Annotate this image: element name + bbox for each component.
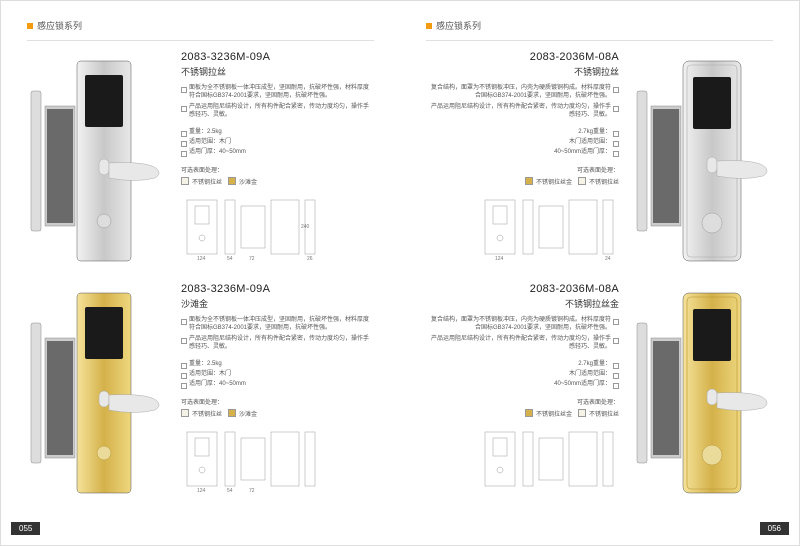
page-right: 感应锁系列: [400, 1, 799, 545]
model-number: 2083-2036M-08A: [530, 283, 619, 295]
desc-item: 产品运用阻尼结构设计，所有构件配合紧密，传动力度均匀，操作手感轻巧、灵敏。: [426, 103, 619, 120]
spec-thickness: 40~50mm适用门厚：: [554, 380, 619, 388]
svg-text:124: 124: [495, 256, 504, 262]
spec-door: 适用范围：木门: [181, 370, 374, 378]
spec-list: 2.7kg重量： 木门适用范围： 40~50mm适用门厚：: [554, 128, 619, 159]
spec-door: 木门适用范围：: [554, 138, 619, 146]
page-header: 感应锁系列: [27, 19, 374, 32]
svg-text:124: 124: [197, 488, 206, 494]
product-info: 2083-2036M-08A 不锈钢拉丝金 复合结构，面罩为不锈钢板冲压，内壳为…: [426, 283, 619, 503]
product-grid-right: 2083-2036M-08A 不锈钢拉丝 复合结构，面罩为不锈钢板冲压，内壳为硬…: [426, 51, 773, 515]
swatch-steel: 不锈钢拉丝: [578, 409, 619, 418]
page-left: 感应锁系列: [1, 1, 400, 545]
accent-square-icon: [426, 23, 432, 29]
swatch-heading: 可选表面处理：: [181, 397, 374, 406]
spec-weight: 重量：2.5kg: [181, 128, 374, 136]
product-grid-left: 2083-3236M-09A 不锈钢拉丝 面板为全不锈钢板一体冲压成型，坚固耐用…: [27, 51, 374, 515]
desc-item: 面板为全不锈钢板一体冲压成型，坚固耐用，抗破坏性强，材料厚度符合国标GB374-…: [181, 84, 374, 101]
swatch-gold: 沙滩金: [228, 409, 257, 418]
product-info: 2083-3236M-09A 沙滩金 面板为全不锈钢板一体冲压成型，坚固耐用，抗…: [181, 283, 374, 503]
technical-drawing: 124 24: [479, 194, 619, 264]
spec-door: 适用范围：木门: [181, 138, 374, 146]
swatch-gold: 不锈钢拉丝金: [525, 177, 572, 186]
svg-text:54: 54: [227, 256, 233, 262]
description-list: 复合结构，面罩为不锈钢板冲压，内壳为硬质镀铜构成。材料厚度符合国标GB374-2…: [426, 316, 619, 354]
swatch-heading: 可选表面处理：: [577, 165, 619, 174]
model-number: 2083-2036M-08A: [530, 51, 619, 63]
accent-square-icon: [27, 23, 33, 29]
swatch-gold: 沙滩金: [228, 177, 257, 186]
catalog-spread: 感应锁系列: [0, 0, 800, 546]
swatch-row: 不锈钢拉丝 沙滩金: [181, 177, 374, 186]
swatch-steel: 不锈钢拉丝: [578, 177, 619, 186]
spec-thickness: 适用门厚：40~50mm: [181, 148, 374, 156]
finish-name: 不锈钢拉丝金: [565, 297, 619, 310]
desc-item: 面板为全不锈钢板一体冲压成型，坚固耐用，抗破坏性强，材料厚度符合国标GB374-…: [181, 316, 374, 333]
model-number: 2083-3236M-09A: [181, 283, 374, 295]
swatch-row: 不锈钢拉丝 不锈钢拉丝金: [525, 409, 619, 418]
product-info: 2083-2036M-08A 不锈钢拉丝 复合结构，面罩为不锈钢板冲压，内壳为硬…: [426, 51, 619, 271]
swatch-row: 不锈钢拉丝 不锈钢拉丝金: [525, 177, 619, 186]
svg-text:124: 124: [197, 256, 206, 262]
product-image: [633, 51, 773, 271]
series-label: 感应锁系列: [37, 19, 82, 32]
spec-door: 木门适用范围：: [554, 370, 619, 378]
svg-text:24: 24: [605, 256, 611, 262]
spec-weight: 2.7kg重量：: [554, 128, 619, 136]
svg-text:72: 72: [249, 256, 255, 262]
page-number: 056: [760, 522, 789, 535]
spec-list: 重量：2.5kg 适用范围：木门 适用门厚：40~50mm: [181, 360, 374, 391]
spec-list: 2.7kg重量： 木门适用范围： 40~50mm适用门厚：: [554, 360, 619, 391]
spec-thickness: 适用门厚：40~50mm: [181, 380, 374, 388]
product-image: [633, 283, 773, 503]
svg-text:26: 26: [307, 256, 313, 262]
swatch-steel: 不锈钢拉丝: [181, 409, 222, 418]
product-card: 2083-3236M-09A 沙滩金 面板为全不锈钢板一体冲压成型，坚固耐用，抗…: [27, 283, 374, 503]
swatch-gold: 不锈钢拉丝金: [525, 409, 572, 418]
desc-item: 产品运用阻尼结构设计，所有构件配合紧密，传动力度均匀，操作手感轻巧、灵敏。: [181, 103, 374, 120]
product-card: 2083-3236M-09A 不锈钢拉丝 面板为全不锈钢板一体冲压成型，坚固耐用…: [27, 51, 374, 271]
description-list: 面板为全不锈钢板一体冲压成型，坚固耐用，抗破坏性强，材料厚度符合国标GB374-…: [181, 316, 374, 354]
product-info: 2083-3236M-09A 不锈钢拉丝 面板为全不锈钢板一体冲压成型，坚固耐用…: [181, 51, 374, 271]
product-card: 2083-2036M-08A 不锈钢拉丝 复合结构，面罩为不锈钢板冲压，内壳为硬…: [426, 51, 773, 271]
svg-text:72: 72: [249, 488, 255, 494]
divider: [27, 40, 374, 41]
desc-item: 产品运用阻尼结构设计，所有构件配合紧密，传动力度均匀，操作手感轻巧、灵敏。: [181, 335, 374, 352]
finish-name: 不锈钢拉丝: [181, 65, 374, 78]
desc-item: 产品运用阻尼结构设计，所有构件配合紧密，传动力度均匀，操作手感轻巧、灵敏。: [426, 335, 619, 352]
svg-text:240: 240: [301, 224, 310, 230]
svg-text:54: 54: [227, 488, 233, 494]
product-image: [27, 283, 167, 503]
spec-thickness: 40~50mm适用门厚：: [554, 148, 619, 156]
spec-weight: 2.7kg重量：: [554, 360, 619, 368]
spec-list: 重量：2.5kg 适用范围：木门 适用门厚：40~50mm: [181, 128, 374, 159]
finish-name: 沙滩金: [181, 297, 374, 310]
desc-item: 复合结构，面罩为不锈钢板冲压，内壳为硬质镀铜构成。材料厚度符合国标GB374-2…: [426, 84, 619, 101]
page-header: 感应锁系列: [426, 19, 773, 32]
technical-drawing: 124 54 72: [181, 426, 321, 496]
description-list: 面板为全不锈钢板一体冲压成型，坚固耐用，抗破坏性强，材料厚度符合国标GB374-…: [181, 84, 374, 122]
swatch-heading: 可选表面处理：: [181, 165, 374, 174]
swatch-steel: 不锈钢拉丝: [181, 177, 222, 186]
technical-drawing: 124 54 72 240 26: [181, 194, 321, 264]
description-list: 复合结构，面罩为不锈钢板冲压，内壳为硬质镀铜构成。材料厚度符合国标GB374-2…: [426, 84, 619, 122]
product-card: 2083-2036M-08A 不锈钢拉丝金 复合结构，面罩为不锈钢板冲压，内壳为…: [426, 283, 773, 503]
divider: [426, 40, 773, 41]
page-number: 055: [11, 522, 40, 535]
swatch-row: 不锈钢拉丝 沙滩金: [181, 409, 374, 418]
spec-weight: 重量：2.5kg: [181, 360, 374, 368]
finish-name: 不锈钢拉丝: [574, 65, 619, 78]
product-image: [27, 51, 167, 271]
technical-drawing: [479, 426, 619, 496]
model-number: 2083-3236M-09A: [181, 51, 374, 63]
swatch-heading: 可选表面处理：: [577, 397, 619, 406]
series-label: 感应锁系列: [436, 19, 481, 32]
desc-item: 复合结构，面罩为不锈钢板冲压，内壳为硬质镀铜构成。材料厚度符合国标GB374-2…: [426, 316, 619, 333]
